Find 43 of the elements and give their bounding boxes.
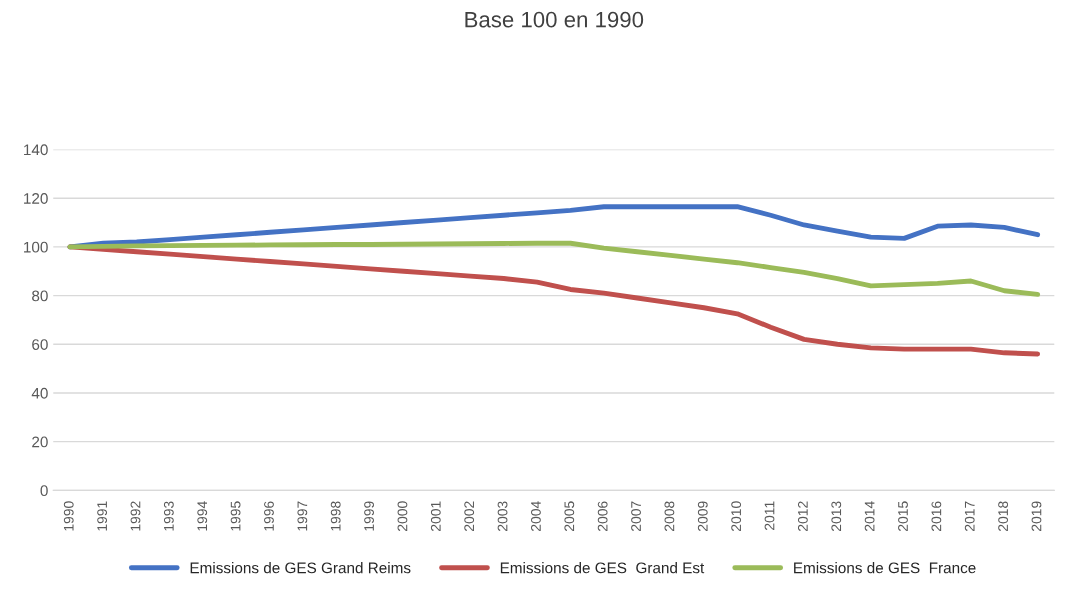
x-tick-label: 2006 xyxy=(597,501,608,531)
x-tick-label: 2015 xyxy=(898,501,908,531)
x-tick-label: 2000 xyxy=(397,501,408,531)
x-tick-label: 1990 xyxy=(63,501,74,531)
x-tick-label: 1991 xyxy=(97,501,108,531)
y-tick-label: 120 xyxy=(24,193,48,204)
y-tick-label: 80 xyxy=(32,290,48,302)
x-tick-label: 2003 xyxy=(497,501,508,531)
x-tick-label: 2001 xyxy=(430,501,441,531)
x-tick-label: 2012 xyxy=(797,501,808,531)
legend-label: Emissions de GES Grand Reims xyxy=(190,562,411,574)
legend-label: Emissions de GES France xyxy=(794,562,976,574)
y-tick-label: 60 xyxy=(32,339,48,350)
line-series xyxy=(67,240,1041,297)
x-tick-label: 2002 xyxy=(464,501,475,531)
x-tick-label: 1998 xyxy=(330,501,341,531)
x-tick-label: 2016 xyxy=(931,501,942,531)
y-tick-label: 100 xyxy=(24,241,48,253)
x-tick-label: 2011 xyxy=(764,501,775,530)
x-tick-label: 1999 xyxy=(364,501,374,531)
x-tick-label: 1994 xyxy=(197,501,208,531)
x-tick-label: 2007 xyxy=(631,501,641,531)
legend-label: Emissions de GES Grand Est xyxy=(500,562,705,574)
x-tick-label: 2017 xyxy=(964,501,975,531)
x-tick-label: 1992 xyxy=(130,501,141,531)
y-tick-label: 20 xyxy=(32,436,48,448)
y-tick-label: 0 xyxy=(40,485,48,497)
x-tick-label: 2004 xyxy=(531,501,541,531)
x-tick-label: 2018 xyxy=(998,501,1009,531)
y-tick-label: 40 xyxy=(31,387,48,399)
x-tick-label: 1995 xyxy=(230,501,241,531)
y-tick-label: 140 xyxy=(24,144,48,156)
x-tick-label: 1997 xyxy=(297,501,308,531)
x-tick-label: 2013 xyxy=(831,501,842,531)
x-tick-label: 2008 xyxy=(664,501,675,531)
x-tick-label: 1993 xyxy=(163,501,174,531)
x-tick-label: 2019 xyxy=(1031,501,1042,531)
x-tick-label: 2014 xyxy=(864,501,875,531)
x-tick-label: 2010 xyxy=(731,501,742,531)
x-tick-label: 1996 xyxy=(264,501,274,531)
chart-title: Base 100 en 1990 xyxy=(465,11,644,28)
x-tick-label: 2009 xyxy=(697,501,708,531)
x-tick-label: 2005 xyxy=(564,501,575,531)
